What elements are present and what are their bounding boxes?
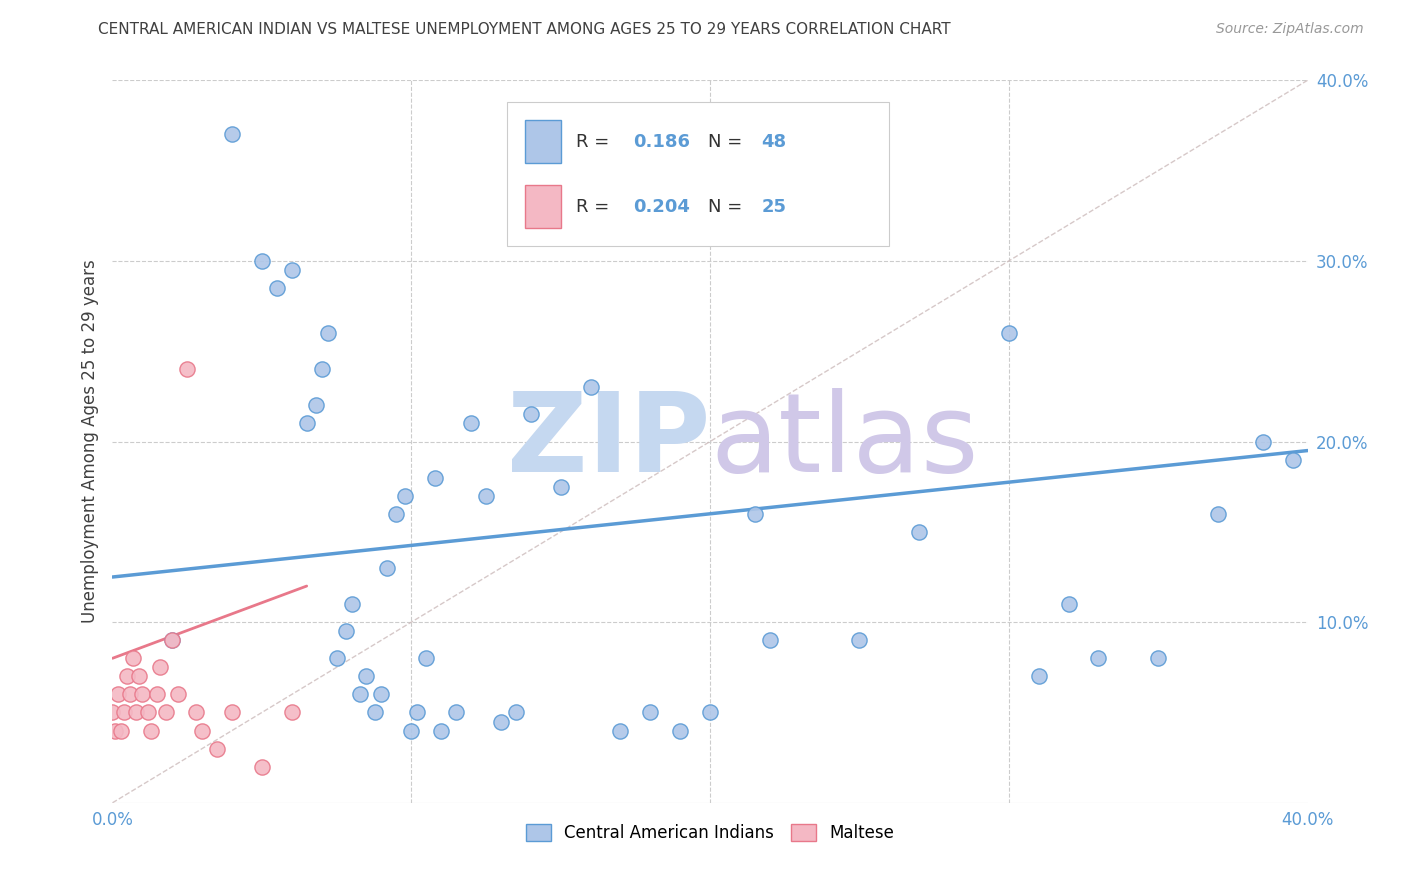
Text: N =: N = bbox=[707, 198, 748, 216]
Point bbox=[266, 281, 288, 295]
Point bbox=[114, 706, 135, 720]
Point bbox=[1206, 507, 1229, 521]
Point bbox=[281, 706, 304, 720]
Point bbox=[325, 651, 347, 665]
Point bbox=[128, 669, 150, 683]
Point bbox=[370, 687, 392, 701]
Point bbox=[759, 633, 782, 648]
Point bbox=[120, 687, 142, 701]
Point bbox=[669, 723, 692, 738]
Point bbox=[1281, 452, 1303, 467]
Point bbox=[699, 706, 721, 720]
Point bbox=[520, 408, 543, 422]
Point bbox=[101, 706, 124, 720]
Point bbox=[744, 507, 766, 521]
Point bbox=[281, 263, 304, 277]
Point bbox=[141, 723, 163, 738]
Point bbox=[117, 669, 139, 683]
Point bbox=[205, 741, 228, 756]
Legend: Central American Indians, Maltese: Central American Indians, Maltese bbox=[519, 817, 901, 848]
Point bbox=[311, 362, 333, 376]
Point bbox=[250, 254, 273, 268]
Point bbox=[460, 417, 482, 431]
Point bbox=[138, 706, 160, 720]
Point bbox=[425, 471, 447, 485]
Point bbox=[295, 417, 318, 431]
Point bbox=[550, 480, 572, 494]
Point bbox=[186, 706, 208, 720]
Text: 0.186: 0.186 bbox=[634, 133, 690, 151]
Point bbox=[349, 687, 371, 701]
Point bbox=[131, 687, 153, 701]
Point bbox=[998, 326, 1021, 340]
Point bbox=[110, 723, 132, 738]
FancyBboxPatch shape bbox=[508, 102, 890, 246]
Point bbox=[579, 380, 602, 394]
Point bbox=[107, 687, 129, 701]
Point bbox=[1087, 651, 1109, 665]
FancyBboxPatch shape bbox=[524, 120, 561, 163]
Point bbox=[848, 633, 870, 648]
Point bbox=[1028, 669, 1050, 683]
FancyBboxPatch shape bbox=[524, 185, 561, 228]
Text: CENTRAL AMERICAN INDIAN VS MALTESE UNEMPLOYMENT AMONG AGES 25 TO 29 YEARS CORREL: CENTRAL AMERICAN INDIAN VS MALTESE UNEMP… bbox=[98, 22, 950, 37]
Text: N =: N = bbox=[707, 133, 748, 151]
Point bbox=[1251, 434, 1274, 449]
Point bbox=[104, 723, 127, 738]
Text: 48: 48 bbox=[762, 133, 786, 151]
Point bbox=[505, 706, 527, 720]
Point bbox=[444, 706, 467, 720]
Point bbox=[146, 687, 169, 701]
Point bbox=[640, 706, 662, 720]
Point bbox=[149, 660, 172, 674]
Point bbox=[475, 489, 498, 503]
Text: atlas: atlas bbox=[710, 388, 979, 495]
Point bbox=[609, 723, 631, 738]
Y-axis label: Unemployment Among Ages 25 to 29 years: Unemployment Among Ages 25 to 29 years bbox=[80, 260, 98, 624]
Point bbox=[316, 326, 339, 340]
Point bbox=[162, 633, 183, 648]
Point bbox=[401, 723, 423, 738]
Text: R =: R = bbox=[576, 198, 616, 216]
Point bbox=[125, 706, 148, 720]
Text: ZIP: ZIP bbox=[506, 388, 710, 495]
Point bbox=[340, 597, 363, 611]
Point bbox=[155, 706, 177, 720]
Point bbox=[167, 687, 190, 701]
Point bbox=[1057, 597, 1080, 611]
Point bbox=[385, 507, 408, 521]
Point bbox=[394, 489, 416, 503]
Point bbox=[415, 651, 437, 665]
Point bbox=[305, 398, 328, 412]
Text: Source: ZipAtlas.com: Source: ZipAtlas.com bbox=[1216, 22, 1364, 37]
Point bbox=[335, 624, 357, 639]
Point bbox=[176, 362, 198, 376]
Point bbox=[162, 633, 183, 648]
Point bbox=[377, 561, 399, 575]
Point bbox=[406, 706, 429, 720]
Point bbox=[908, 524, 931, 539]
Point bbox=[364, 706, 387, 720]
Text: R =: R = bbox=[576, 133, 616, 151]
Text: 25: 25 bbox=[762, 198, 786, 216]
Point bbox=[122, 651, 145, 665]
Point bbox=[191, 723, 214, 738]
Point bbox=[356, 669, 378, 683]
Point bbox=[250, 760, 273, 774]
Point bbox=[221, 706, 243, 720]
Point bbox=[489, 714, 512, 729]
Point bbox=[221, 128, 243, 142]
Point bbox=[430, 723, 453, 738]
Text: 0.204: 0.204 bbox=[634, 198, 690, 216]
Point bbox=[1147, 651, 1170, 665]
